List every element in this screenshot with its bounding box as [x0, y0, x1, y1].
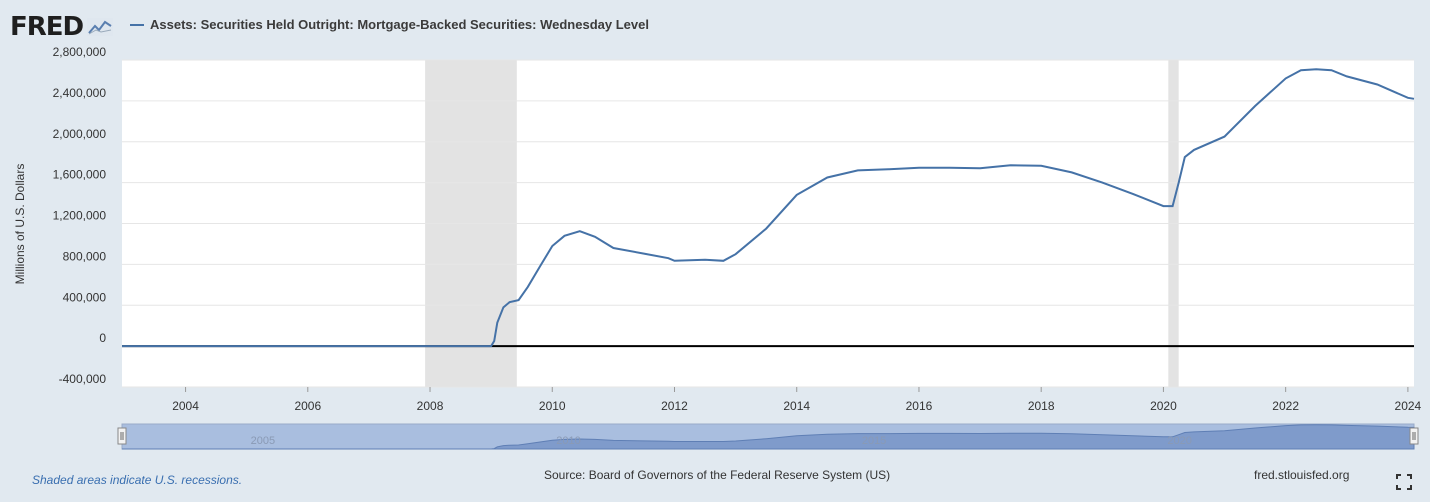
chart-legend[interactable]: Assets: Securities Held Outright: Mortga…	[130, 17, 649, 32]
x-tick-label: 2004	[172, 399, 199, 413]
x-tick-label: 2012	[661, 399, 688, 413]
fred-logo[interactable]: FRED	[10, 12, 114, 42]
navigator-label: 2010	[556, 435, 580, 447]
y-tick-label: 2,800,000	[53, 45, 107, 59]
source-text: Source: Board of Governors of the Federa…	[544, 468, 891, 482]
y-tick-label: 2,000,000	[53, 127, 107, 141]
y-tick-label: 400,000	[63, 290, 107, 304]
y-tick-label: 800,000	[63, 249, 107, 263]
navigator-area	[122, 424, 1415, 450]
y-tick-label: 1,200,000	[53, 209, 107, 223]
x-tick-label: 2014	[783, 399, 810, 413]
navigator-label: 2005	[251, 435, 275, 447]
x-tick-label: 2022	[1272, 399, 1299, 413]
x-tick-label: 2018	[1028, 399, 1055, 413]
x-tick-label: 2016	[906, 399, 933, 413]
x-tick-label: 2008	[417, 399, 444, 413]
navigator-handle-right[interactable]	[1409, 427, 1419, 445]
legend-series-label: Assets: Securities Held Outright: Mortga…	[150, 17, 649, 32]
y-axis-label: Millions of U.S. Dollars	[13, 164, 27, 285]
fullscreen-icon[interactable]	[1396, 474, 1412, 490]
x-tick-label: 2010	[539, 399, 566, 413]
navigator-label: 2020	[1167, 435, 1191, 447]
x-tick-label: 2006	[294, 399, 321, 413]
y-tick-label: -400,000	[59, 372, 107, 386]
series-line[interactable]	[122, 68, 1415, 348]
y-tick-label: 2,400,000	[53, 86, 107, 100]
x-tick-label: 2020	[1150, 399, 1177, 413]
recession-note: Shaded areas indicate U.S. recessions.	[32, 473, 243, 487]
navigator-handle-left[interactable]	[117, 427, 127, 445]
y-tick-label: 1,600,000	[53, 168, 107, 182]
y-tick-label: 0	[99, 331, 106, 345]
site-link[interactable]: fred.stlouisfed.org	[1254, 468, 1350, 482]
navigator-label: 2015	[862, 435, 886, 447]
x-tick-label: 2024	[1395, 399, 1422, 413]
fred-chart-icon	[87, 18, 114, 36]
navigator[interactable]: 2005 2010 2015 2020	[117, 423, 1419, 450]
fred-logo-text: FRED	[10, 12, 84, 42]
legend-swatch	[130, 23, 144, 26]
